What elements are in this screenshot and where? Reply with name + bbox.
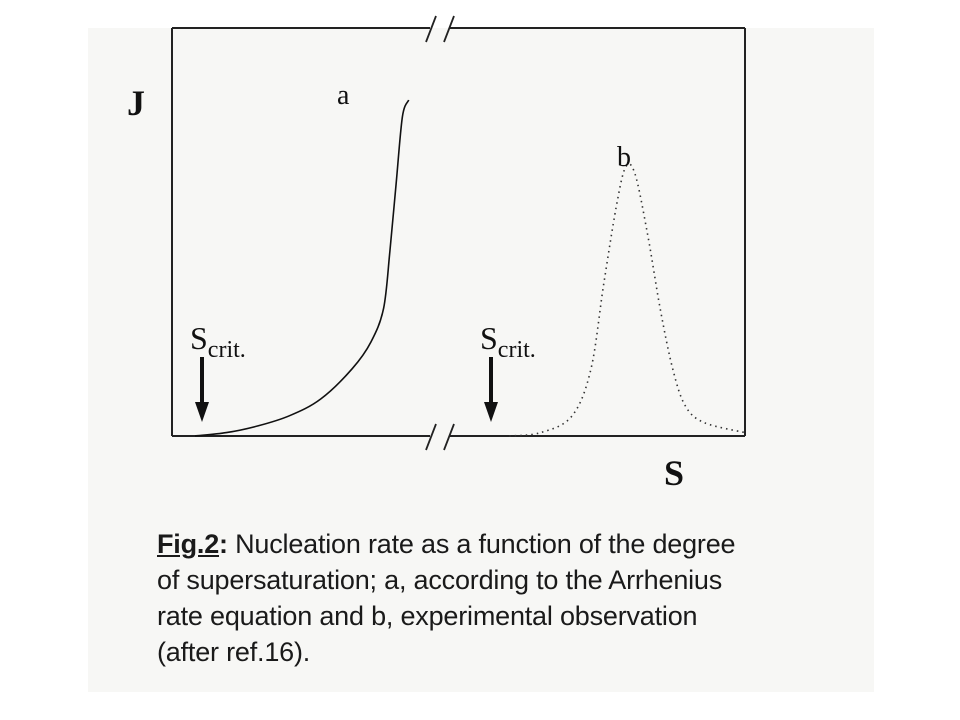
scanned-figure-background — [88, 28, 874, 692]
plot-frame — [171, 27, 746, 437]
axis-break-top — [425, 15, 455, 43]
scrit-annotation-b: Scrit. — [480, 320, 536, 422]
caption-separator: : — [219, 529, 228, 559]
series-a-label: a — [337, 80, 350, 111]
caption-label: Fig.2 — [157, 529, 220, 559]
series-b-label: b — [617, 142, 631, 173]
scrit-a-arrow-head — [195, 402, 209, 422]
series-a-line — [194, 99, 410, 437]
x-axis-label: S — [664, 453, 684, 493]
figure-caption: Fig.2: Nucleation rate as a function of … — [157, 526, 857, 670]
caption-line-2: of supersaturation; a, according to the … — [157, 565, 723, 595]
caption-line-4: (after ref.16). — [157, 637, 311, 667]
caption-line-1: Fig.2: Nucleation rate as a function of … — [157, 526, 857, 562]
series-b-line — [509, 163, 746, 437]
svg-text:Scrit.: Scrit. — [480, 320, 536, 363]
svg-text:Scrit.: Scrit. — [190, 320, 246, 363]
y-axis-label: J — [127, 83, 145, 123]
caption-line-3: rate equation and b, experimental observ… — [157, 601, 698, 631]
scrit-a-main: S — [190, 320, 208, 356]
scrit-b-sub: crit. — [498, 337, 536, 363]
caption-text-1: Nucleation rate as a function of the deg… — [227, 529, 736, 559]
scrit-b-main: S — [480, 320, 498, 356]
scrit-b-arrow-head — [484, 402, 498, 422]
axis-break-bottom — [425, 423, 455, 451]
scrit-annotation-a: Scrit. — [190, 320, 246, 422]
scrit-a-sub: crit. — [208, 337, 246, 363]
